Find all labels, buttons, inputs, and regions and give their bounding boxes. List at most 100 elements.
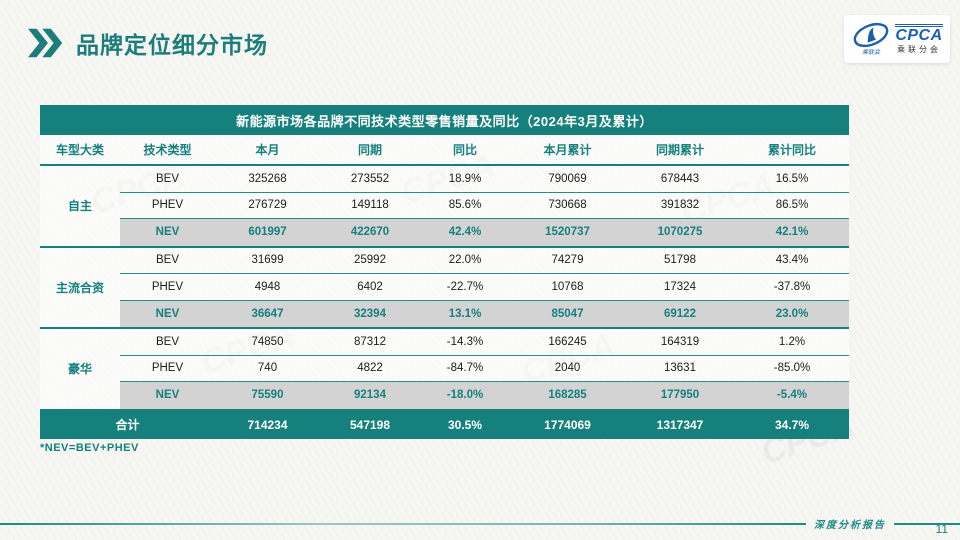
table-cell-cum: 74279 bbox=[551, 254, 584, 267]
table-cell-prev: 422670 bbox=[350, 226, 390, 239]
table-cell-cum_yoy: 23.0% bbox=[775, 307, 809, 320]
category-cell: 豪华 bbox=[67, 362, 92, 377]
table-row: BEV 325268 273552 18.9% 790069 678443 16.5% bbox=[120, 166, 849, 193]
table-cell-cum_yoy: -5.4% bbox=[776, 389, 808, 402]
table-cell-month: 36647 bbox=[251, 307, 284, 320]
table-cell-month: 601997 bbox=[248, 226, 287, 239]
table-cell-month: 74850 bbox=[251, 335, 284, 348]
table-cell-prev: 6402 bbox=[357, 280, 383, 293]
table-row: NEV 75590 92134 -18.0% 168285 177950 -5.4% bbox=[120, 382, 849, 409]
table-cell-cum_yoy: 16.5% bbox=[775, 172, 809, 185]
table-cell-cum_yoy: 86.5% bbox=[775, 199, 809, 212]
table-cell-prev_cum: 51798 bbox=[664, 254, 696, 267]
col-header-cum-yoy: 累计同比 bbox=[767, 143, 816, 157]
total-label: 合计 bbox=[115, 418, 140, 432]
table-cell-yoy: -22.7% bbox=[446, 280, 484, 293]
table-cell-prev_cum: 164319 bbox=[660, 335, 700, 348]
table-cell-prev: 25992 bbox=[354, 254, 386, 267]
table-cell-cum: 2040 bbox=[554, 362, 581, 375]
table-cell-month: 276729 bbox=[248, 199, 287, 212]
table-cell-cum_yoy: -85.0% bbox=[773, 362, 811, 375]
table-cell-month: 31699 bbox=[251, 254, 284, 267]
table-cell-cum: 790069 bbox=[548, 172, 587, 185]
table-cell-prev: 32394 bbox=[354, 307, 386, 320]
table-group: 自主 BEV 325268 273552 18.9% 790069 678443 16.5% P… bbox=[40, 166, 849, 248]
table-cell-tech: BEV bbox=[155, 335, 179, 348]
table-cell-tech: PHEV bbox=[151, 199, 184, 212]
table-cell-tech: PHEV bbox=[151, 280, 184, 293]
table-cell-prev_cum: 17324 bbox=[664, 280, 696, 293]
emblem-text: 乘联会 bbox=[862, 48, 881, 56]
total-row: 合计 714234 547198 30.5% 1774069 1317347 3… bbox=[40, 410, 849, 439]
table-cell-prev: 92134 bbox=[354, 389, 386, 402]
table-cell-prev_cum: 69122 bbox=[664, 307, 696, 320]
table-header-row: 车型大类 技术类型 本月 同期 同比 本月累计 同期累计 累计同比 bbox=[40, 135, 849, 166]
table-cell-yoy: 42.4% bbox=[448, 226, 482, 239]
table-cell-yoy: -14.3% bbox=[446, 335, 484, 348]
table-cell-prev_cum: 391832 bbox=[660, 199, 700, 212]
table-cell-prev: 149118 bbox=[351, 199, 389, 212]
total-month: 714234 bbox=[247, 417, 288, 432]
total-cum: 1774069 bbox=[544, 417, 591, 432]
table-cell-cum: 85047 bbox=[551, 307, 584, 320]
table-cell-tech: NEV bbox=[155, 307, 180, 320]
table-cell-cum: 730668 bbox=[548, 199, 587, 212]
footer-line-right bbox=[894, 522, 960, 525]
table-cell-yoy: 22.0% bbox=[448, 254, 482, 267]
total-prev: 547198 bbox=[349, 417, 391, 432]
table-cell-prev_cum: 1070275 bbox=[657, 226, 703, 239]
total-yoy: 30.5% bbox=[447, 417, 483, 432]
table-cell-yoy: 13.1% bbox=[448, 307, 482, 320]
table-cell-prev_cum: 13631 bbox=[664, 362, 696, 375]
col-header-prev: 同期 bbox=[357, 143, 382, 157]
cpca-emblem-icon: 乘联会 bbox=[853, 22, 889, 56]
table-cell-cum: 10768 bbox=[551, 280, 584, 293]
table-cell-yoy: -18.0% bbox=[446, 389, 484, 402]
table-cell-cum_yoy: 42.1% bbox=[775, 226, 809, 239]
col-header-prev-cum: 同期累计 bbox=[655, 143, 704, 157]
table-cell-prev_cum: 678443 bbox=[660, 172, 700, 185]
cpca-logo: 乘联会 CPCA 乘联分会 bbox=[844, 15, 950, 63]
table-cell-tech: BEV bbox=[155, 172, 179, 185]
double-chevron-icon bbox=[28, 28, 63, 58]
footer-text: 深度分析报告 bbox=[814, 520, 886, 531]
page-title: 品牌定位细分市场 bbox=[76, 32, 268, 58]
logo-name: CPCA bbox=[895, 24, 943, 44]
table-cell-yoy: 85.6% bbox=[448, 199, 482, 212]
table-cell-month: 75590 bbox=[251, 389, 284, 402]
table-cell-prev: 273552 bbox=[350, 172, 390, 185]
page-number: 11 bbox=[935, 522, 948, 536]
total-cum-yoy: 34.7% bbox=[774, 417, 810, 432]
footnote: *NEV=BEV+PHEV bbox=[40, 442, 139, 454]
col-header-category: 车型大类 bbox=[55, 143, 104, 157]
col-header-yoy: 同比 bbox=[452, 143, 477, 157]
table-cell-prev: 4822 bbox=[357, 362, 383, 375]
table-row: PHEV 740 4822 -84.7% 2040 13631 -85.0% bbox=[120, 356, 849, 382]
table-row: BEV 74850 87312 -14.3% 166245 164319 1.2% bbox=[120, 329, 849, 356]
table-cell-cum: 1520737 bbox=[545, 226, 590, 239]
table-cell-month: 325268 bbox=[248, 172, 287, 185]
table-cell-cum_yoy: 43.4% bbox=[775, 254, 809, 267]
footer-line-left bbox=[0, 522, 806, 525]
logo-text: CPCA 乘联分会 bbox=[895, 24, 943, 54]
table-cell-prev_cum: 177950 bbox=[660, 389, 700, 402]
header: 品牌定位细分市场 bbox=[28, 26, 268, 60]
table-cell-tech: PHEV bbox=[151, 362, 184, 375]
category-cell: 自主 bbox=[67, 199, 92, 214]
table-cell-month: 740 bbox=[257, 362, 278, 375]
footer: 深度分析报告 bbox=[0, 516, 960, 531]
table-row: PHEV 276729 149118 85.6% 730668 391832 86.5% bbox=[120, 193, 849, 219]
table-cell-cum: 168285 bbox=[548, 389, 587, 402]
table-row: BEV 31699 25992 22.0% 74279 51798 43.4% bbox=[120, 248, 849, 274]
table-cell-yoy: 18.9% bbox=[448, 172, 482, 185]
table-cell-cum_yoy: 1.2% bbox=[778, 335, 806, 348]
col-header-month: 本月 bbox=[255, 143, 280, 157]
table-row: PHEV 4948 6402 -22.7% 10768 17324 -37.8% bbox=[120, 274, 849, 301]
table-cell-tech: BEV bbox=[155, 254, 179, 267]
category-cell: 主流合资 bbox=[55, 280, 104, 295]
table-cell-tech: NEV bbox=[155, 389, 180, 402]
col-header-cum: 本月累计 bbox=[543, 143, 592, 157]
table-group: 主流合资 BEV 31699 25992 22.0% 74279 51798 43.4% PHE… bbox=[40, 248, 849, 329]
table-cell-month: 4948 bbox=[254, 280, 281, 293]
